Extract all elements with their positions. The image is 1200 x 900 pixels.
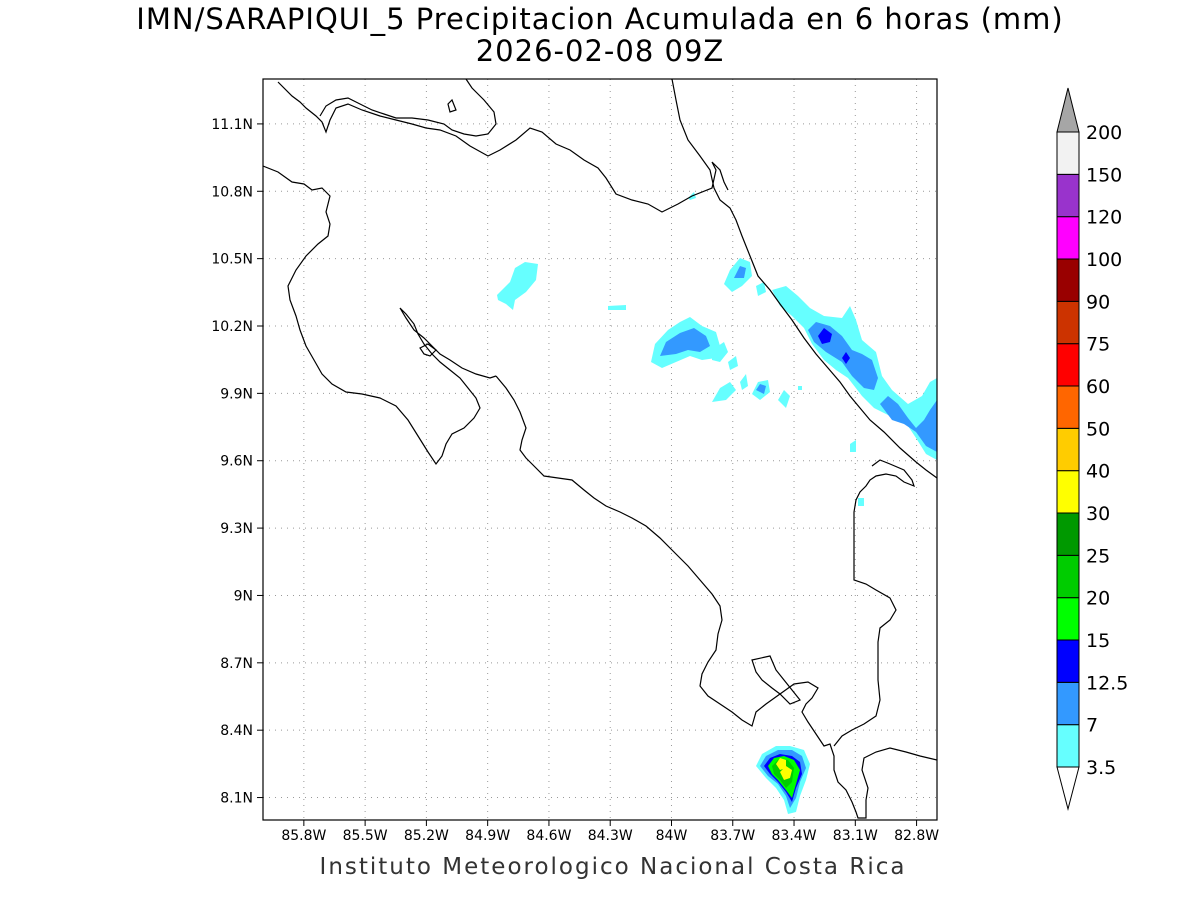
lat-tick-label: 9.6N xyxy=(220,454,253,470)
colorbar-swatch xyxy=(1056,427,1080,472)
lat-tick-label: 10.5N xyxy=(211,252,253,268)
colorbar-swatch xyxy=(1056,681,1080,726)
colorbar-label: 200 xyxy=(1086,122,1122,144)
colorbar-label: 7 xyxy=(1086,715,1098,737)
precip-cell-cyan xyxy=(497,262,538,310)
lon-tick-label: 84.6W xyxy=(526,828,571,844)
lon-tick-label: 84.9W xyxy=(465,828,510,844)
osa-peninsula xyxy=(751,655,801,705)
panama-border xyxy=(833,459,915,747)
precip-cell-darkblue xyxy=(842,352,850,364)
nicaragua-coast-north xyxy=(319,79,497,137)
colorbar-swatch xyxy=(1056,300,1080,345)
lat-tick-label: 10.8N xyxy=(211,184,253,200)
colorbar-label: 50 xyxy=(1086,418,1110,440)
colorbar-swatch xyxy=(1056,173,1080,218)
colorbar-swatch xyxy=(1056,216,1080,260)
map-timestamp: 2026-02-08 09Z xyxy=(475,34,725,68)
precipitation-fields xyxy=(497,192,937,814)
lat-tick-label: 8.4N xyxy=(220,723,253,739)
precip-cell-cyan xyxy=(756,282,766,296)
precip-cell-cyan xyxy=(740,374,748,390)
precip-cell-blue xyxy=(756,384,766,394)
colorbar-label: 3.5 xyxy=(1086,757,1116,779)
lat-tick-label: 8.1N xyxy=(220,791,253,807)
precip-cell-cyan xyxy=(712,382,736,402)
map-frame xyxy=(262,78,938,821)
latitude-axis: 11.1N 10.8N 10.5N 10.2N 9.9N 9.6N 9.3N 9N 8.7N 8.… xyxy=(211,117,263,807)
caribbean-coast xyxy=(671,79,937,479)
lon-tick-label: 83.4W xyxy=(772,828,817,844)
colorbar-label: 100 xyxy=(1086,249,1122,271)
lat-tick-label: 9N xyxy=(234,588,253,604)
colorbar-under-triangle xyxy=(1056,766,1080,811)
lon-tick-label: 83.7W xyxy=(710,828,755,844)
colorbar-swatch xyxy=(1056,470,1080,514)
lon-tick-label: 83.1W xyxy=(833,828,878,844)
precip-cell-blue xyxy=(660,328,710,356)
colorbar-label: 15 xyxy=(1086,630,1110,652)
precip-cell-yellow xyxy=(780,766,792,780)
lat-tick-label: 9.9N xyxy=(220,386,253,402)
precip-cell-blue xyxy=(880,396,937,452)
lon-tick-label: 85.5W xyxy=(343,828,388,844)
colorbar-label: 150 xyxy=(1086,164,1122,186)
colorbar-swatch xyxy=(1056,512,1080,556)
precip-cell-blue xyxy=(734,266,746,278)
colorbar-swatch xyxy=(1056,639,1080,683)
longitude-axis: 85.8W 85.5W 85.2W 84.9W 84.6W 84.3W 84W 83.7W 83… xyxy=(281,820,939,844)
map-title: IMN/SARAPIQUI_5 Precipitacion Acumulada … xyxy=(136,2,1064,36)
colorbar-label: 30 xyxy=(1086,503,1110,525)
precip-cell-darkblue xyxy=(818,328,832,344)
colorbar-label: 90 xyxy=(1086,291,1110,313)
colorbar-label: 20 xyxy=(1086,588,1110,610)
precip-cell-cyan xyxy=(858,498,864,506)
colorbar-swatch xyxy=(1056,385,1080,429)
precip-cell-cyan xyxy=(850,440,856,452)
lon-tick-label: 85.8W xyxy=(281,828,326,844)
colorbar-swatch xyxy=(1056,554,1080,599)
colorbar-over-triangle xyxy=(1056,87,1080,133)
nicaragua-island xyxy=(447,98,457,113)
colorbar-label: 60 xyxy=(1086,376,1110,398)
lon-tick-label: 84W xyxy=(656,828,688,844)
precip-cell-cyan xyxy=(728,356,738,370)
nicoya-inner xyxy=(419,343,437,357)
precip-cell-cyan xyxy=(778,390,790,408)
colorbar-swatch xyxy=(1056,343,1080,387)
lat-tick-label: 9.3N xyxy=(220,521,253,537)
precip-cell-cyan xyxy=(798,386,802,390)
precip-cell-cyan xyxy=(608,305,626,310)
coastlines xyxy=(263,79,937,819)
lat-tick-label: 8.7N xyxy=(220,656,253,672)
colorbar-swatch xyxy=(1056,724,1080,768)
colorbar-swatch xyxy=(1056,131,1080,175)
precip-cell-cyan xyxy=(712,342,728,362)
pacific-coast-guanacaste xyxy=(263,165,497,466)
colorbar-label: 40 xyxy=(1086,461,1110,483)
colorbar-swatch xyxy=(1056,258,1080,302)
lat-tick-label: 10.2N xyxy=(211,319,253,335)
footer-credit: Instituto Meteorologico Nacional Costa R… xyxy=(319,854,907,880)
precip-cell-yellow xyxy=(776,758,786,770)
colorbar-label: 25 xyxy=(1086,545,1110,567)
colorbar-label: 75 xyxy=(1086,334,1110,356)
lat-tick-label: 11.1N xyxy=(211,117,253,133)
lon-tick-label: 84.3W xyxy=(588,828,633,844)
colorbar-label: 120 xyxy=(1086,207,1122,229)
map-frame-bg xyxy=(263,79,937,820)
grid-lines xyxy=(263,79,937,820)
lon-tick-label: 85.2W xyxy=(404,828,449,844)
lon-tick-label: 82.8W xyxy=(894,828,939,844)
colorbar-swatch xyxy=(1056,597,1080,641)
colorbar-label: 12.5 xyxy=(1086,672,1128,694)
pacific-coast-central xyxy=(495,375,937,819)
nicaragua-border-coast xyxy=(277,81,729,213)
